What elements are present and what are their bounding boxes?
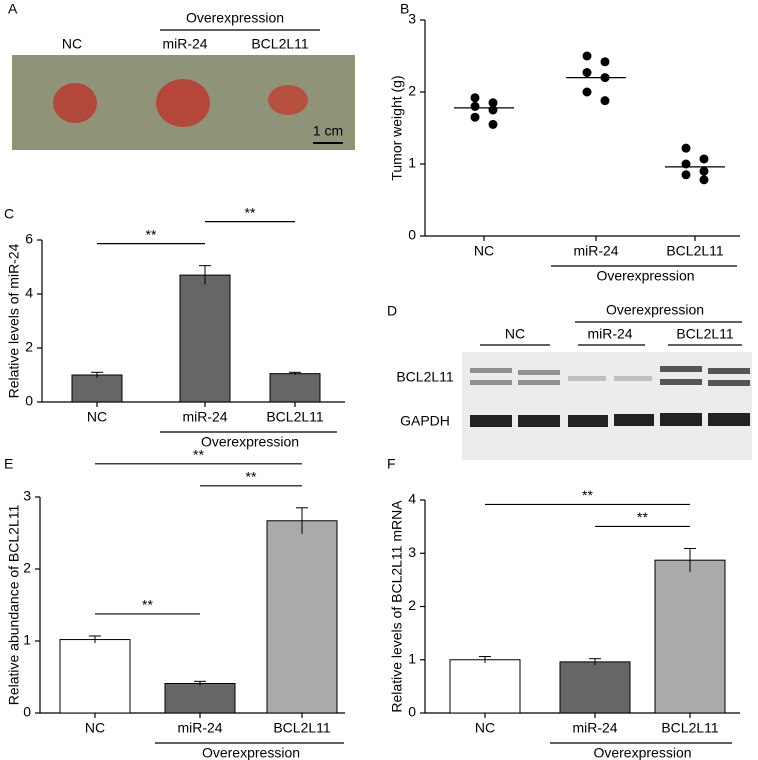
y-tick-label: 0 xyxy=(25,393,33,409)
tumor xyxy=(53,83,97,123)
panel-label: C xyxy=(4,206,14,222)
x-tick-label: miR-24 xyxy=(177,720,222,736)
panel-label: B xyxy=(400,1,409,17)
y-tick-label: 2 xyxy=(25,339,33,355)
y-tick-label: 4 xyxy=(25,285,33,301)
x-tick-label: miR-24 xyxy=(182,409,227,425)
x-tick-label: NC xyxy=(87,409,107,425)
x-tick-label: BCL2L11 xyxy=(273,720,331,736)
y-tick-label: 2 xyxy=(23,560,31,576)
y-tick-label: 3 xyxy=(23,488,31,504)
data-point xyxy=(470,93,480,103)
data-point xyxy=(488,105,498,115)
y-tick-label: 2 xyxy=(408,597,416,613)
y-tick-label: 3 xyxy=(408,11,416,27)
group-label: Overexpression xyxy=(606,302,704,318)
data-point xyxy=(699,166,709,176)
bar xyxy=(179,274,231,403)
data-point xyxy=(681,159,691,169)
lane-label: NC xyxy=(505,326,525,342)
y-tick-label: 3 xyxy=(408,544,416,560)
bar xyxy=(59,639,131,714)
significance-label: ** xyxy=(246,469,257,485)
y-axis-title: Relative levels of miR-24 xyxy=(6,243,22,398)
row-label: BCL2L11 xyxy=(396,369,454,385)
y-axis-title: Relative levels of BCL2L11 mRNA xyxy=(389,500,405,713)
y-tick-label: 1 xyxy=(408,650,416,666)
blot-bands xyxy=(470,366,750,427)
bar xyxy=(449,659,521,714)
y-tick-label: 0 xyxy=(408,704,416,720)
x-tick-label: NC xyxy=(85,720,105,736)
significance-label: ** xyxy=(582,487,593,503)
significance-label: ** xyxy=(193,447,204,463)
group-label: Overexpression xyxy=(593,745,691,760)
panel-label: E xyxy=(4,456,13,472)
data-point xyxy=(681,143,691,153)
bar xyxy=(654,559,726,714)
y-tick-label: 1 xyxy=(23,632,31,648)
panel-label: D xyxy=(387,303,397,319)
data-point xyxy=(600,96,610,106)
y-tick-label: 1 xyxy=(408,155,416,171)
bar xyxy=(269,373,321,403)
panel-label: F xyxy=(387,456,396,472)
lane-label: BCL2L11 xyxy=(676,326,734,342)
row-label: GAPDH xyxy=(400,413,450,429)
bar xyxy=(559,661,631,714)
x-tick-label: miR-24 xyxy=(573,243,618,259)
lane-label: miR-24 xyxy=(587,326,632,342)
significance-label: ** xyxy=(245,204,256,220)
x-tick-label: BCL2L11 xyxy=(266,409,324,425)
data-point xyxy=(699,175,709,185)
data-point xyxy=(488,119,498,129)
sample-label: miR-24 xyxy=(162,36,207,52)
x-tick-label: NC xyxy=(475,720,495,736)
y-tick-label: 0 xyxy=(23,704,31,720)
y-tick-label: 4 xyxy=(408,491,416,507)
x-tick-label: NC xyxy=(474,243,494,259)
sample-label: NC xyxy=(62,36,82,52)
scale-label: 1 cm xyxy=(313,123,343,139)
group-label: Overexpression xyxy=(202,745,300,760)
y-tick-label: 6 xyxy=(25,231,33,247)
y-axis-title: Relative abundance of BCL2L11 xyxy=(6,505,22,706)
data-point xyxy=(488,98,498,108)
data-point xyxy=(582,87,592,97)
bar xyxy=(266,520,338,714)
sample-label: BCL2L11 xyxy=(251,36,309,52)
y-axis-title: Tumor weight (g) xyxy=(389,75,405,180)
data-point xyxy=(600,57,610,67)
data-point xyxy=(582,51,592,61)
group-label: Overexpression xyxy=(596,268,694,284)
x-tick-label: miR-24 xyxy=(572,720,617,736)
bar xyxy=(71,374,123,403)
significance-label: ** xyxy=(637,509,648,525)
data-point xyxy=(470,112,480,122)
data-point xyxy=(681,170,691,180)
data-point xyxy=(582,68,592,78)
group-label: Overexpression xyxy=(186,10,284,26)
significance-label: ** xyxy=(146,226,157,242)
bar xyxy=(164,682,236,714)
significance-label: ** xyxy=(142,597,153,613)
tumor xyxy=(156,79,210,127)
x-tick-label: BCL2L11 xyxy=(661,720,719,736)
panel-label: A xyxy=(8,1,18,17)
data-point xyxy=(699,154,709,164)
x-tick-label: BCL2L11 xyxy=(666,243,724,259)
data-point xyxy=(470,101,480,111)
y-tick-label: 2 xyxy=(408,83,416,99)
group-label: Overexpression xyxy=(201,434,299,450)
tumor xyxy=(268,85,308,115)
y-tick-label: 0 xyxy=(408,227,416,243)
